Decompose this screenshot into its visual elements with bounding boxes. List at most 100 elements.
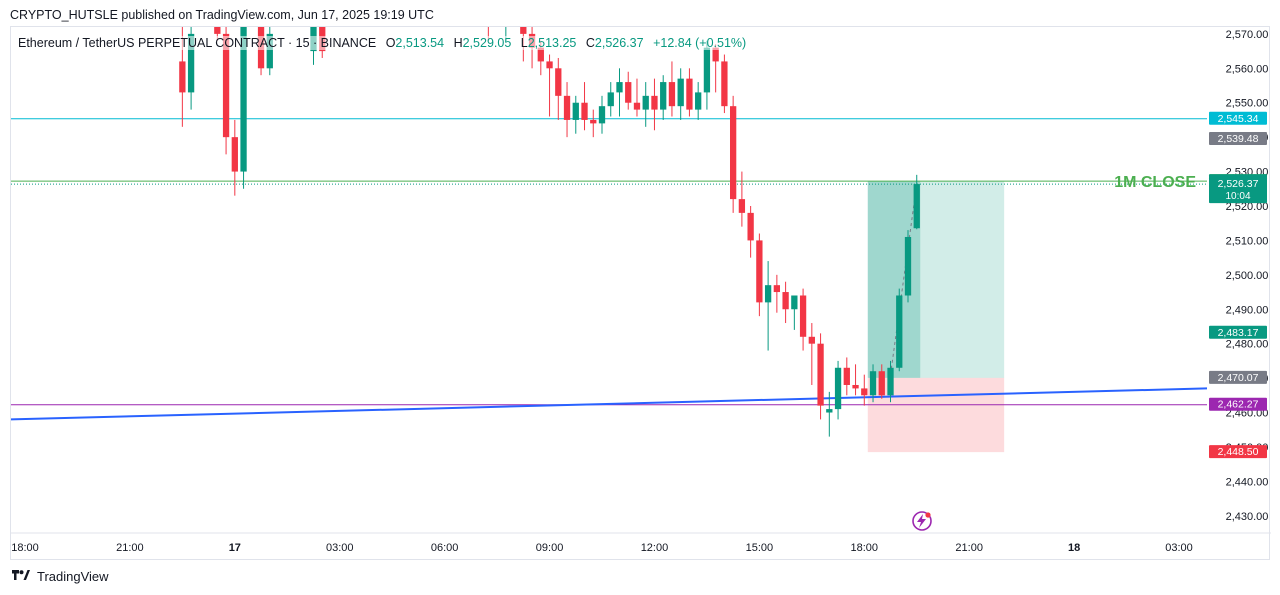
candle-body-34 <box>712 47 719 62</box>
candle-45 <box>808 323 815 385</box>
price-label-bg-5 <box>1209 325 1267 339</box>
candle-48 <box>834 360 842 420</box>
time-tick-3: 03:00 <box>326 542 354 554</box>
candle-38 <box>747 205 754 258</box>
candle-body-56 <box>904 236 912 296</box>
price-label-bg-7 <box>1209 397 1267 411</box>
price-label-1: 2,539.48 <box>1209 131 1267 145</box>
time-tick-0: 18:00 <box>11 542 39 554</box>
position-target-zone <box>867 181 1005 378</box>
candle-body-32 <box>695 92 702 110</box>
tradingview-logo-icon <box>12 569 30 580</box>
candle-body-16 <box>555 68 562 96</box>
price-label-text-1: 2,539.48 <box>1218 133 1259 145</box>
candle-50 <box>852 364 859 396</box>
candle-body-43 <box>791 295 798 310</box>
candle-17 <box>563 82 571 138</box>
candle-7 <box>266 27 273 76</box>
candle-42 <box>782 281 789 324</box>
time-tick-9: 21:00 <box>955 542 983 554</box>
candle-body-50 <box>852 384 859 389</box>
candle-body-31 <box>686 78 693 110</box>
candle-body-2 <box>214 27 221 34</box>
candle-body-14 <box>537 47 544 62</box>
candle-49 <box>843 357 850 396</box>
trendline <box>11 387 1208 421</box>
candle-25 <box>633 78 641 117</box>
price-tick-12: 2,550.00 <box>1226 98 1269 110</box>
candle-body-37 <box>738 199 746 213</box>
candle-body-39 <box>756 240 763 303</box>
candle-body-4 <box>231 137 238 172</box>
candlestick-chart[interactable]: 1M CLOSE2,430.002,440.002,450.002,460.00… <box>11 27 1271 561</box>
position-path <box>890 183 918 375</box>
price-label-bg-8 <box>1209 445 1267 459</box>
candle-51 <box>861 374 868 406</box>
candle-37 <box>738 171 746 227</box>
time-tick-1: 21:00 <box>116 542 144 554</box>
candle-body-36 <box>729 106 737 200</box>
candle-body-25 <box>633 102 641 110</box>
candle-body-27 <box>651 95 658 110</box>
candle-55 <box>896 288 903 372</box>
candle-0 <box>179 27 186 127</box>
candle-5 <box>240 27 247 189</box>
candle-56 <box>904 230 912 303</box>
symbol-title[interactable]: Ethereum / TetherUS PERPETUAL CONTRACT ·… <box>18 36 377 50</box>
price-label-bg-1 <box>1209 131 1267 145</box>
candle-body-55 <box>896 295 903 368</box>
candle-body-1 <box>187 33 195 93</box>
position-filled-zone <box>867 181 921 378</box>
candle-body-41 <box>773 285 781 293</box>
lightning-icon-ring <box>912 511 932 531</box>
close-value: 2,526.37 <box>594 36 644 50</box>
price-label-text-5: 2,483.17 <box>1218 327 1259 339</box>
chart-frame[interactable]: 1M CLOSE2,430.002,440.002,450.002,460.00… <box>10 26 1271 561</box>
annotation-1m-close: 1M CLOSE <box>1114 174 1196 191</box>
time-tick-10: 18 <box>1068 542 1080 554</box>
candle-53 <box>878 364 885 399</box>
candle-body-5 <box>240 27 247 172</box>
candle-24 <box>625 71 632 110</box>
price-tick-9: 2,520.00 <box>1226 201 1269 213</box>
candle-27 <box>651 78 658 131</box>
low-label: L <box>520 36 528 50</box>
candle-body-52 <box>869 371 877 396</box>
candle-44 <box>799 288 807 351</box>
candle-15 <box>546 54 553 117</box>
candle-body-42 <box>782 292 789 310</box>
candle-body-33 <box>703 47 711 93</box>
candle-body-54 <box>887 367 894 396</box>
price-tick-6: 2,490.00 <box>1226 304 1269 316</box>
candle-body-21 <box>598 106 606 124</box>
candle-35 <box>721 54 728 114</box>
price-label-sub-4: 10:04 <box>1225 191 1250 202</box>
low-value: 2,513.25 <box>527 36 577 50</box>
candle-23 <box>616 68 623 117</box>
time-tick-2: 17 <box>229 542 241 554</box>
time-tick-11: 03:00 <box>1165 542 1193 554</box>
candle-body-45 <box>808 336 815 344</box>
candle-body-17 <box>563 95 571 120</box>
price-tick-1: 2,440.00 <box>1226 476 1269 488</box>
candle-29 <box>668 61 676 117</box>
candle-body-38 <box>747 212 754 241</box>
candle-body-44 <box>799 295 807 337</box>
candle-33 <box>703 40 711 110</box>
candle-body-57 <box>913 184 920 229</box>
price-label-text-6: 2,470.07 <box>1218 372 1259 384</box>
candle-57 <box>913 174 920 230</box>
symbol-legend: Ethereum / TetherUS PERPETUAL CONTRACT ·… <box>18 36 747 50</box>
candle-body-0 <box>179 61 186 93</box>
candle-4 <box>231 119 238 196</box>
tradingview-footer[interactable]: TradingView <box>10 569 109 584</box>
candle-body-28 <box>660 82 667 110</box>
candle-body-15 <box>546 61 553 69</box>
price-label-bg-0 <box>1209 111 1267 125</box>
candle-body-12 <box>520 27 527 34</box>
candle-body-48 <box>834 367 842 410</box>
candle-body-22 <box>607 92 614 107</box>
candle-18 <box>572 95 579 134</box>
tradingview-brand: TradingView <box>37 569 109 584</box>
